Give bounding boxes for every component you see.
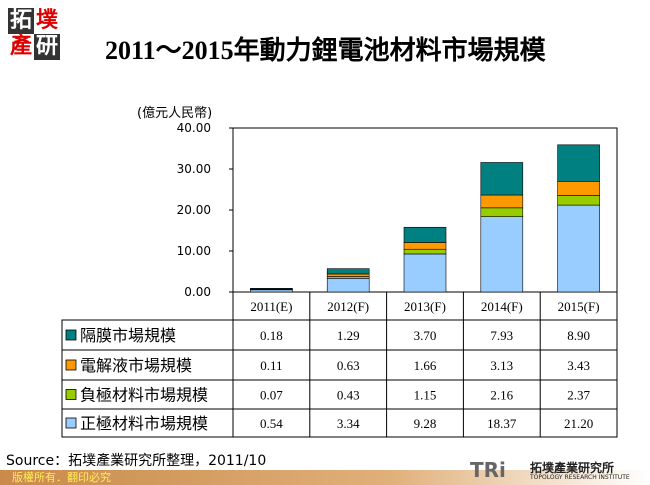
bar-segment	[480, 194, 524, 209]
data-label: 0.18	[260, 328, 283, 343]
bar-segment	[403, 248, 447, 255]
bar-segment	[557, 204, 600, 293]
chart-title: 2011～2015年動力鋰電池材料市場規模	[105, 36, 546, 65]
data-label: 9.28	[414, 416, 437, 431]
x-tick-label: 2011(E)	[250, 299, 292, 314]
logo: 拓 墣 產 研	[8, 8, 60, 60]
brand-mark: TRi	[470, 458, 506, 482]
y-tick-label: 10.00	[177, 244, 211, 258]
data-table	[61, 319, 618, 438]
data-label: 0.43	[337, 388, 360, 403]
data-label: 1.66	[414, 358, 437, 373]
legend-swatch	[65, 359, 77, 371]
y-tick-label: 0.00	[184, 285, 211, 299]
data-label: 1.15	[414, 388, 437, 403]
bar-segment	[480, 216, 524, 293]
bar-segment	[557, 144, 600, 182]
data-label: 0.63	[337, 358, 360, 373]
data-label: 0.11	[260, 358, 282, 373]
bar-segment	[403, 226, 447, 243]
brand-en: TOPOLOGY RESEARCH INSTITUTE	[530, 474, 630, 481]
legend-swatch	[65, 389, 77, 400]
logo-char: 墣	[35, 8, 58, 33]
bar-segment	[480, 207, 524, 217]
bar-segment	[326, 268, 370, 275]
bar-segment	[326, 273, 370, 277]
data-label: 18.37	[487, 416, 517, 431]
data-label: 3.13	[490, 358, 513, 373]
y-tick-label: 40.00	[177, 121, 211, 135]
data-label: 1.29	[337, 328, 360, 343]
data-label: 0.54	[260, 416, 283, 431]
footer-bar: 版權所有．翻印必究	[0, 470, 650, 485]
legend-swatch	[65, 417, 77, 429]
legend-label: 負極材料市場規模	[80, 386, 208, 405]
data-label: 8.90	[567, 328, 590, 343]
bar-segment	[326, 278, 370, 293]
bar-segment	[403, 253, 447, 293]
data-label: 3.43	[567, 358, 590, 373]
legend-label: 電解液市場規模	[80, 356, 192, 375]
bar-segment	[250, 288, 293, 290]
x-tick-label: 2013(F)	[404, 299, 446, 314]
data-label: 7.93	[490, 328, 513, 343]
x-tick-label: 2014(F)	[481, 299, 523, 314]
bar-segment	[403, 242, 447, 250]
data-label: 2.16	[490, 388, 513, 403]
data-label: 3.70	[414, 328, 437, 343]
logo-char: 產	[9, 34, 32, 59]
y-tick-label: 20.00	[177, 203, 211, 217]
data-label: 0.07	[260, 388, 283, 403]
bar-segment	[250, 289, 293, 293]
legend-label: 正極材料市場規模	[80, 414, 208, 433]
logo-char: 拓	[8, 8, 34, 34]
bar-segment	[480, 162, 524, 196]
logo-char: 研	[34, 34, 60, 60]
data-label: 21.20	[564, 416, 593, 431]
x-tick-label: 2015(F)	[558, 299, 600, 314]
bar-segment	[557, 181, 600, 196]
source-note: Source：拓墣產業研究所整理，2011/10	[6, 453, 267, 469]
legend-swatch	[65, 329, 77, 341]
y-axis-label: (億元人民幣)	[137, 106, 213, 121]
copyright: 版權所有．翻印必究	[12, 471, 111, 484]
bar-segment	[557, 195, 600, 206]
legend-label: 隔膜市場規模	[80, 326, 176, 345]
y-tick-label: 30.00	[177, 162, 211, 176]
x-tick-label: 2012(F)	[327, 299, 369, 314]
data-label: 2.37	[567, 388, 590, 403]
brand-cn: 拓墣產業研究所	[530, 461, 615, 475]
data-label: 3.34	[337, 416, 360, 431]
